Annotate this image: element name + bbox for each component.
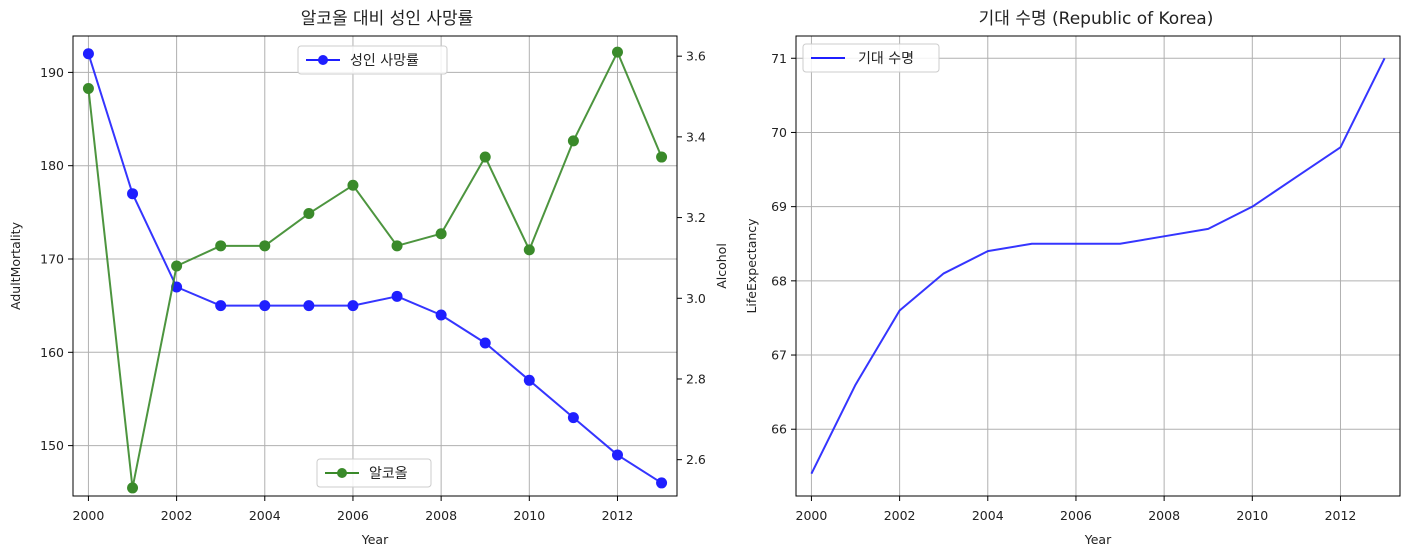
chart2-ylabel: LifeExpectancy — [744, 218, 759, 314]
chart1-series-0-line — [87, 53, 663, 484]
chart1-series-1-point-2007 — [391, 240, 403, 252]
chart2-xtick-label-2008: 2008 — [1148, 508, 1180, 523]
chart1-series-1-point-2008 — [435, 228, 447, 240]
chart1-y2tick-label-2.8: 2.8 — [686, 371, 706, 386]
chart-alcohol-vs-adult-mortality: 알코올 대비 성인 사망률 2000 2002 2004 2006 2008 2010 20… — [8, 9, 729, 547]
chart1-title: 알코올 대비 성인 사망률 — [301, 9, 474, 29]
chart1-series-0-point-2000 — [82, 48, 94, 60]
chart1-legend-alcohol: 알코올 — [316, 458, 432, 488]
chart1-series-1-point-2005 — [303, 208, 315, 220]
chart1-legend-alcohol-label: 알코올 — [369, 466, 408, 482]
chart1-xtick-label-2004: 2004 — [249, 508, 281, 523]
chart1-series-0-point-2001 — [127, 188, 139, 200]
chart1-xtick-label-2000: 2000 — [73, 508, 105, 523]
chart1-series-1-point-2006 — [347, 179, 359, 191]
chart1-series-1-point-2004 — [259, 240, 271, 252]
chart1-ytick-label-160: 160 — [40, 345, 64, 360]
chart1-series-1-point-2001 — [127, 482, 139, 494]
chart1-series-0-point-2003 — [215, 300, 227, 312]
chart1-xtick-label-2012: 2012 — [602, 508, 634, 523]
chart1-gridlines — [73, 36, 677, 496]
chart1-plot-frame — [72, 35, 678, 497]
chart-life-expectancy: 기대 수명 (Republic of Korea) 2000 2002 2004 20… — [744, 9, 1401, 547]
chart1-series-1-point-2009 — [479, 151, 491, 163]
chart1-series-0-point-2008 — [435, 309, 447, 321]
chart1-xtick-label-2006: 2006 — [337, 508, 369, 523]
chart1-xtick-label-2010: 2010 — [513, 508, 545, 523]
chart1-legend-mortality: 성인 사망률 — [297, 45, 448, 75]
chart1-series-1-point-2013 — [656, 151, 668, 163]
chart1-y2tick-label-3.4: 3.4 — [686, 129, 706, 144]
chart1-xtick-label-2008: 2008 — [425, 508, 457, 523]
chart2-xlabel: Year — [1084, 532, 1112, 547]
chart1-y2tick-label-3.0: 3.0 — [686, 291, 706, 306]
chart1-y2tick-label-3.2: 3.2 — [686, 210, 706, 225]
chart2-xtick-label-2000: 2000 — [796, 508, 828, 523]
chart2-legend: 기대 수명 — [802, 43, 940, 73]
chart1-series — [82, 46, 668, 494]
chart2-x-ticks: 2000 2002 2004 2006 2008 2010 2012 — [796, 496, 1357, 523]
chart1-ylabel: AdultMortality — [8, 221, 23, 310]
chart1-series-0-point-2011 — [567, 412, 579, 424]
chart1-series-0-point-2004 — [259, 300, 271, 312]
chart2-series-0-line — [810, 57, 1386, 475]
chart1-series-1-point-2002 — [171, 260, 183, 272]
chart2-ytick-label-66: 66 — [771, 422, 787, 437]
chart1-series-0-point-2010 — [523, 374, 535, 386]
chart1-y-ticks: 150 160 170 180 190 — [40, 65, 73, 453]
chart1-series-1-point-2012 — [611, 46, 623, 58]
chart2-xtick-label-2002: 2002 — [884, 508, 916, 523]
chart2-title: 기대 수명 (Republic of Korea) — [979, 9, 1214, 29]
chart1-series-1-point-2000 — [82, 82, 94, 94]
chart2-legend-label: 기대 수명 — [858, 51, 914, 67]
chart1-series-0-point-2005 — [303, 300, 315, 312]
chart2-gridlines — [796, 36, 1400, 496]
chart1-series-1-point-2011 — [567, 135, 579, 147]
chart2-xtick-label-2010: 2010 — [1236, 508, 1268, 523]
chart1-ytick-label-180: 180 — [40, 158, 64, 173]
chart1-series-1-point-2003 — [215, 240, 227, 252]
chart2-y-ticks: 66 67 68 69 70 71 — [771, 51, 796, 437]
chart2-xtick-label-2004: 2004 — [972, 508, 1004, 523]
chart1-ytick-label-170: 170 — [40, 252, 64, 267]
chart2-ytick-label-71: 71 — [771, 51, 787, 66]
chart1-ytick-label-190: 190 — [40, 65, 64, 80]
chart1-legend-mortality-label: 성인 사망률 — [350, 53, 419, 69]
chart1-xlabel: Year — [361, 532, 389, 547]
chart2-xtick-label-2006: 2006 — [1060, 508, 1092, 523]
chart1-series-0-point-2007 — [391, 290, 403, 302]
chart1-series-0-point-2013 — [656, 477, 668, 489]
chart2-ytick-label-70: 70 — [771, 125, 787, 140]
chart1-series-0-point-2006 — [347, 300, 359, 312]
chart1-ytick-label-150: 150 — [40, 438, 64, 453]
chart1-xtick-label-2002: 2002 — [161, 508, 193, 523]
chart1-series-1-point-2010 — [523, 244, 535, 256]
chart1-x-ticks: 2000 2002 2004 2006 2008 2010 2012 — [73, 496, 634, 523]
chart1-y2label: Alcohol — [714, 243, 729, 289]
chart2-series — [810, 57, 1386, 475]
chart1-series-0-point-2009 — [479, 337, 491, 349]
chart1-y2tick-label-2.6: 2.6 — [686, 452, 706, 467]
chart1-y2-ticks: 2.6 2.8 3.0 3.2 3.4 3.6 — [677, 49, 706, 467]
chart2-plot-frame — [795, 35, 1401, 497]
chart2-ytick-label-69: 69 — [771, 199, 787, 214]
chart1-y2tick-label-3.6: 3.6 — [686, 49, 706, 64]
chart2-ytick-label-67: 67 — [771, 348, 787, 363]
chart1-series-1-line — [87, 51, 663, 489]
chart2-xtick-label-2012: 2012 — [1325, 508, 1357, 523]
chart1-series-0-point-2012 — [611, 449, 623, 461]
chart2-ytick-label-68: 68 — [771, 273, 787, 288]
